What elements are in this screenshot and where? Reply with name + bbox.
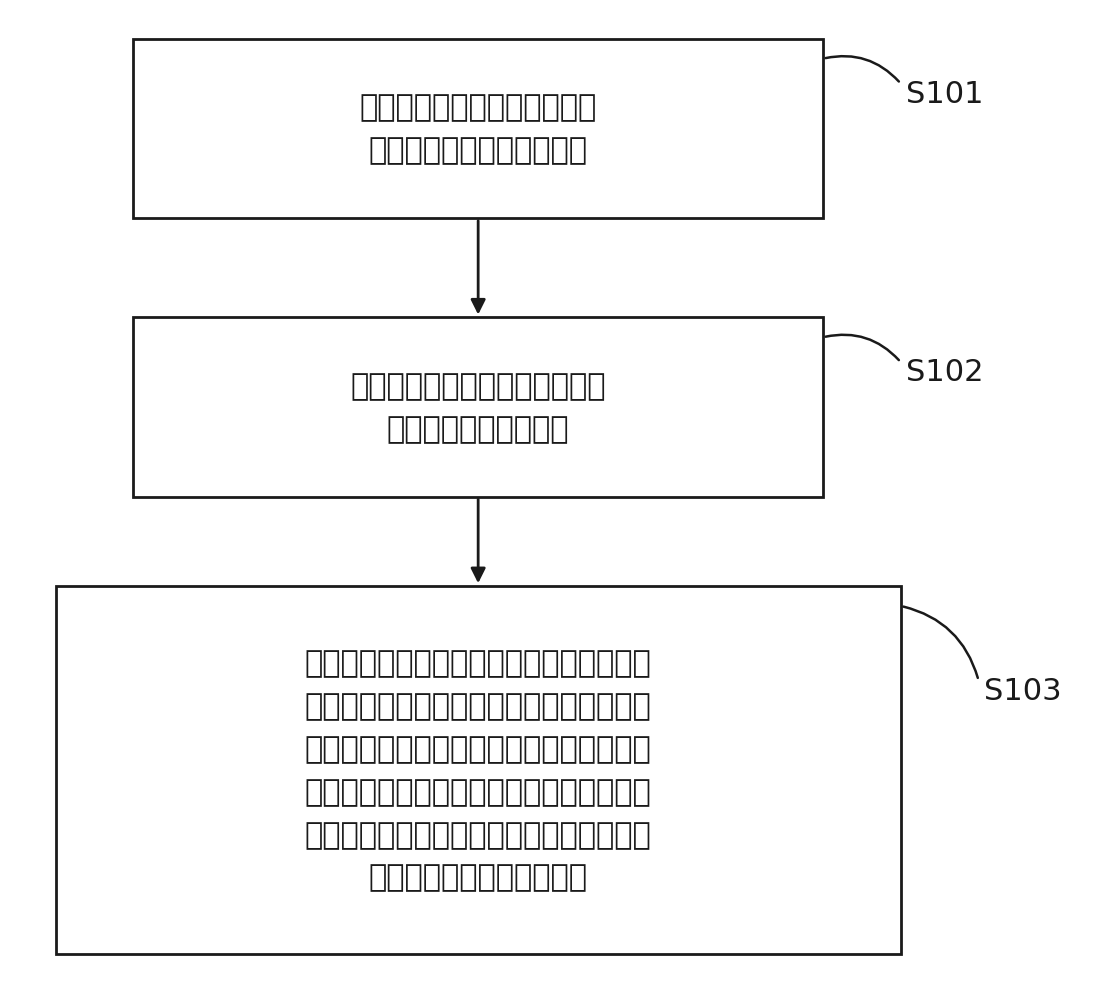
Text: S101: S101: [906, 80, 984, 108]
Text: S102: S102: [906, 358, 984, 387]
FancyBboxPatch shape: [133, 318, 823, 497]
Text: 通过访问用户属性信息判定端节
点用户是否为注册用户: 通过访问用户属性信息判定端节 点用户是否为注册用户: [350, 372, 606, 443]
FancyBboxPatch shape: [133, 40, 823, 219]
Text: 利用用户私钥提取跳变地址选取范围和跳变
周期并生成跳变地址，依据用户节点访问网
络服务的请求报文对跳变地址有效性进行验
证；将加密后的服务资源列表发送给验证通
: 利用用户私钥提取跳变地址选取范围和跳变 周期并生成跳变地址，依据用户节点访问网 …: [305, 649, 652, 892]
Text: S103: S103: [984, 676, 1062, 705]
FancyBboxPatch shape: [56, 586, 901, 954]
Text: 对合法用户身份进行注册并将
用户属性信息保存到数据库: 对合法用户身份进行注册并将 用户属性信息保存到数据库: [359, 93, 597, 165]
